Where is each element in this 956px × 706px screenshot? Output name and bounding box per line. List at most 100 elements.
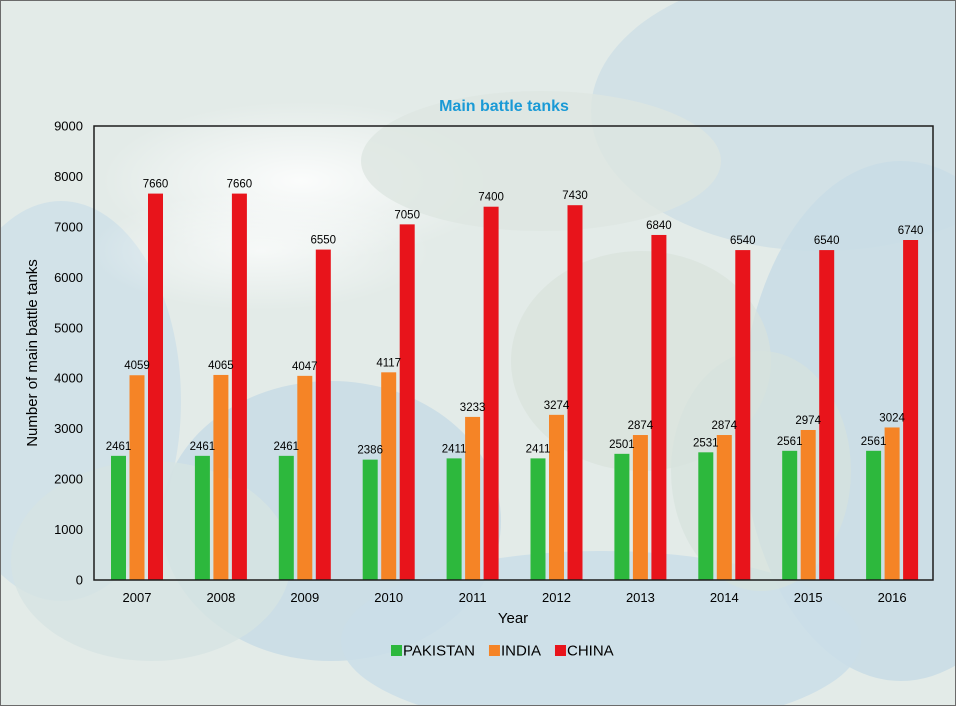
y-tick-label: 2000 [54, 472, 83, 487]
data-label-china-2010: 7050 [394, 209, 420, 221]
data-label-pakistan-2013: 2501 [609, 439, 635, 451]
legend-label: INDIA [501, 643, 541, 660]
bar-india-2016 [884, 427, 900, 580]
x-tick-label: 2009 [290, 590, 319, 605]
x-axis-ticks: 2007 2008 2009 2010 2011 2012 2013 2014 2015 2016 [123, 590, 907, 605]
data-label-india-2016: 3024 [879, 412, 905, 424]
bar-china-2009 [315, 249, 331, 581]
data-label-pakistan-2007: 2461 [106, 441, 132, 453]
bar-china-2016 [903, 240, 919, 580]
data-label-pakistan-2008: 2461 [190, 441, 216, 453]
bar-india-2010 [381, 372, 397, 580]
data-label-china-2007: 7660 [143, 179, 169, 191]
bar-pakistan-2008 [194, 455, 210, 580]
y-tick-label: 0 [76, 573, 83, 588]
y-tick-label: 4000 [54, 371, 83, 386]
bar-india-2009 [297, 375, 313, 580]
bar-pakistan-2013 [614, 453, 630, 580]
legend-swatch [554, 645, 566, 656]
data-label-china-2014: 6540 [730, 235, 756, 247]
bar-india-2013 [632, 435, 648, 580]
bar-india-2011 [465, 416, 481, 580]
data-label-china-2008: 7660 [227, 179, 253, 191]
bar-china-2010 [399, 224, 415, 580]
data-label-pakistan-2009: 2461 [274, 441, 300, 453]
data-label-pakistan-2012: 2411 [526, 443, 551, 455]
bar-pakistan-2011 [446, 458, 462, 580]
y-tick-label: 1000 [54, 522, 83, 537]
x-tick-label: 2012 [542, 590, 571, 605]
data-label-india-2011: 3233 [460, 402, 486, 414]
y-tick-label: 8000 [54, 169, 83, 184]
data-label-china-2015: 6540 [814, 235, 840, 247]
bar-pakistan-2015 [782, 450, 798, 580]
x-tick-label: 2016 [878, 590, 907, 605]
plot-area-border [93, 125, 934, 581]
data-label-india-2010: 4117 [376, 357, 401, 369]
bar-india-2014 [716, 435, 732, 580]
legend: PAKISTAN INDIA CHINA [391, 643, 614, 660]
bar-china-2015 [819, 250, 835, 581]
y-tick-label: 5000 [54, 320, 83, 335]
x-tick-label: 2007 [123, 590, 152, 605]
data-label-india-2012: 3274 [544, 400, 570, 412]
data-label-pakistan-2011: 2411 [442, 443, 467, 455]
data-label-china-2011: 7400 [478, 192, 504, 204]
data-label-pakistan-2010: 2386 [357, 445, 383, 457]
legend-item-china: CHINA [554, 643, 614, 660]
chart-title: Main battle tanks [439, 98, 569, 115]
bar-india-2015 [800, 429, 816, 580]
y-axis-title: Number of main battle tanks [24, 259, 41, 447]
bar-india-2007 [129, 375, 145, 580]
bar-china-2014 [735, 250, 751, 581]
y-tick-label: 7000 [54, 219, 83, 234]
x-tick-label: 2014 [710, 590, 739, 605]
bar-india-2012 [549, 414, 564, 580]
legend-item-india: INDIA [488, 643, 541, 660]
bar-india-2008 [213, 374, 229, 580]
data-label-pakistan-2015: 2561 [777, 436, 803, 448]
bar-china-2008 [231, 193, 247, 580]
y-tick-label: 9000 [54, 119, 83, 134]
data-label-india-2008: 4065 [208, 360, 234, 372]
x-axis-title: Year [498, 610, 528, 627]
bar-china-2013 [651, 234, 667, 580]
data-label-india-2013: 2874 [628, 420, 654, 432]
x-tick-label: 2013 [626, 590, 655, 605]
data-label-china-2013: 6840 [646, 220, 672, 232]
legend-swatch [488, 645, 500, 656]
data-label-india-2015: 2974 [795, 415, 821, 427]
bar-pakistan-2016 [866, 450, 882, 580]
legend-label: CHINA [567, 643, 614, 660]
data-label-india-2014: 2874 [712, 420, 738, 432]
x-tick-label: 2011 [459, 590, 487, 605]
bar-pakistan-2009 [278, 455, 294, 580]
bar-china-2011 [483, 206, 499, 580]
legend-label: PAKISTAN [403, 643, 475, 660]
bar-china-2012 [567, 205, 583, 580]
y-tick-label: 3000 [54, 421, 83, 436]
y-axis-ticks: 0 1000 2000 3000 4000 5000 6000 7000 8000 9000 [54, 119, 83, 588]
bar-pakistan-2014 [698, 452, 714, 580]
bar-pakistan-2012 [530, 458, 546, 580]
bar-pakistan-2007 [111, 455, 126, 580]
x-tick-label: 2015 [794, 590, 823, 605]
x-tick-label: 2008 [206, 590, 235, 605]
data-label-india-2007: 4059 [124, 360, 150, 372]
legend-swatch [391, 645, 402, 656]
bar-pakistan-2010 [362, 459, 378, 580]
bars-layer [111, 193, 919, 581]
y-tick-label: 6000 [54, 270, 83, 285]
data-labels-layer: 2461 4059 7660 2461 4065 7660 2461 4047 6550 2386… [106, 179, 924, 457]
x-tick-label: 2010 [374, 590, 403, 605]
bar-china-2007 [148, 193, 163, 580]
data-label-india-2009: 4047 [292, 361, 318, 373]
data-label-pakistan-2014: 2531 [693, 437, 719, 449]
legend-item-pakistan: PAKISTAN [391, 643, 475, 660]
data-label-china-2016: 6740 [898, 225, 924, 237]
data-label-china-2012: 7430 [562, 190, 588, 202]
data-label-china-2009: 6550 [311, 235, 337, 247]
